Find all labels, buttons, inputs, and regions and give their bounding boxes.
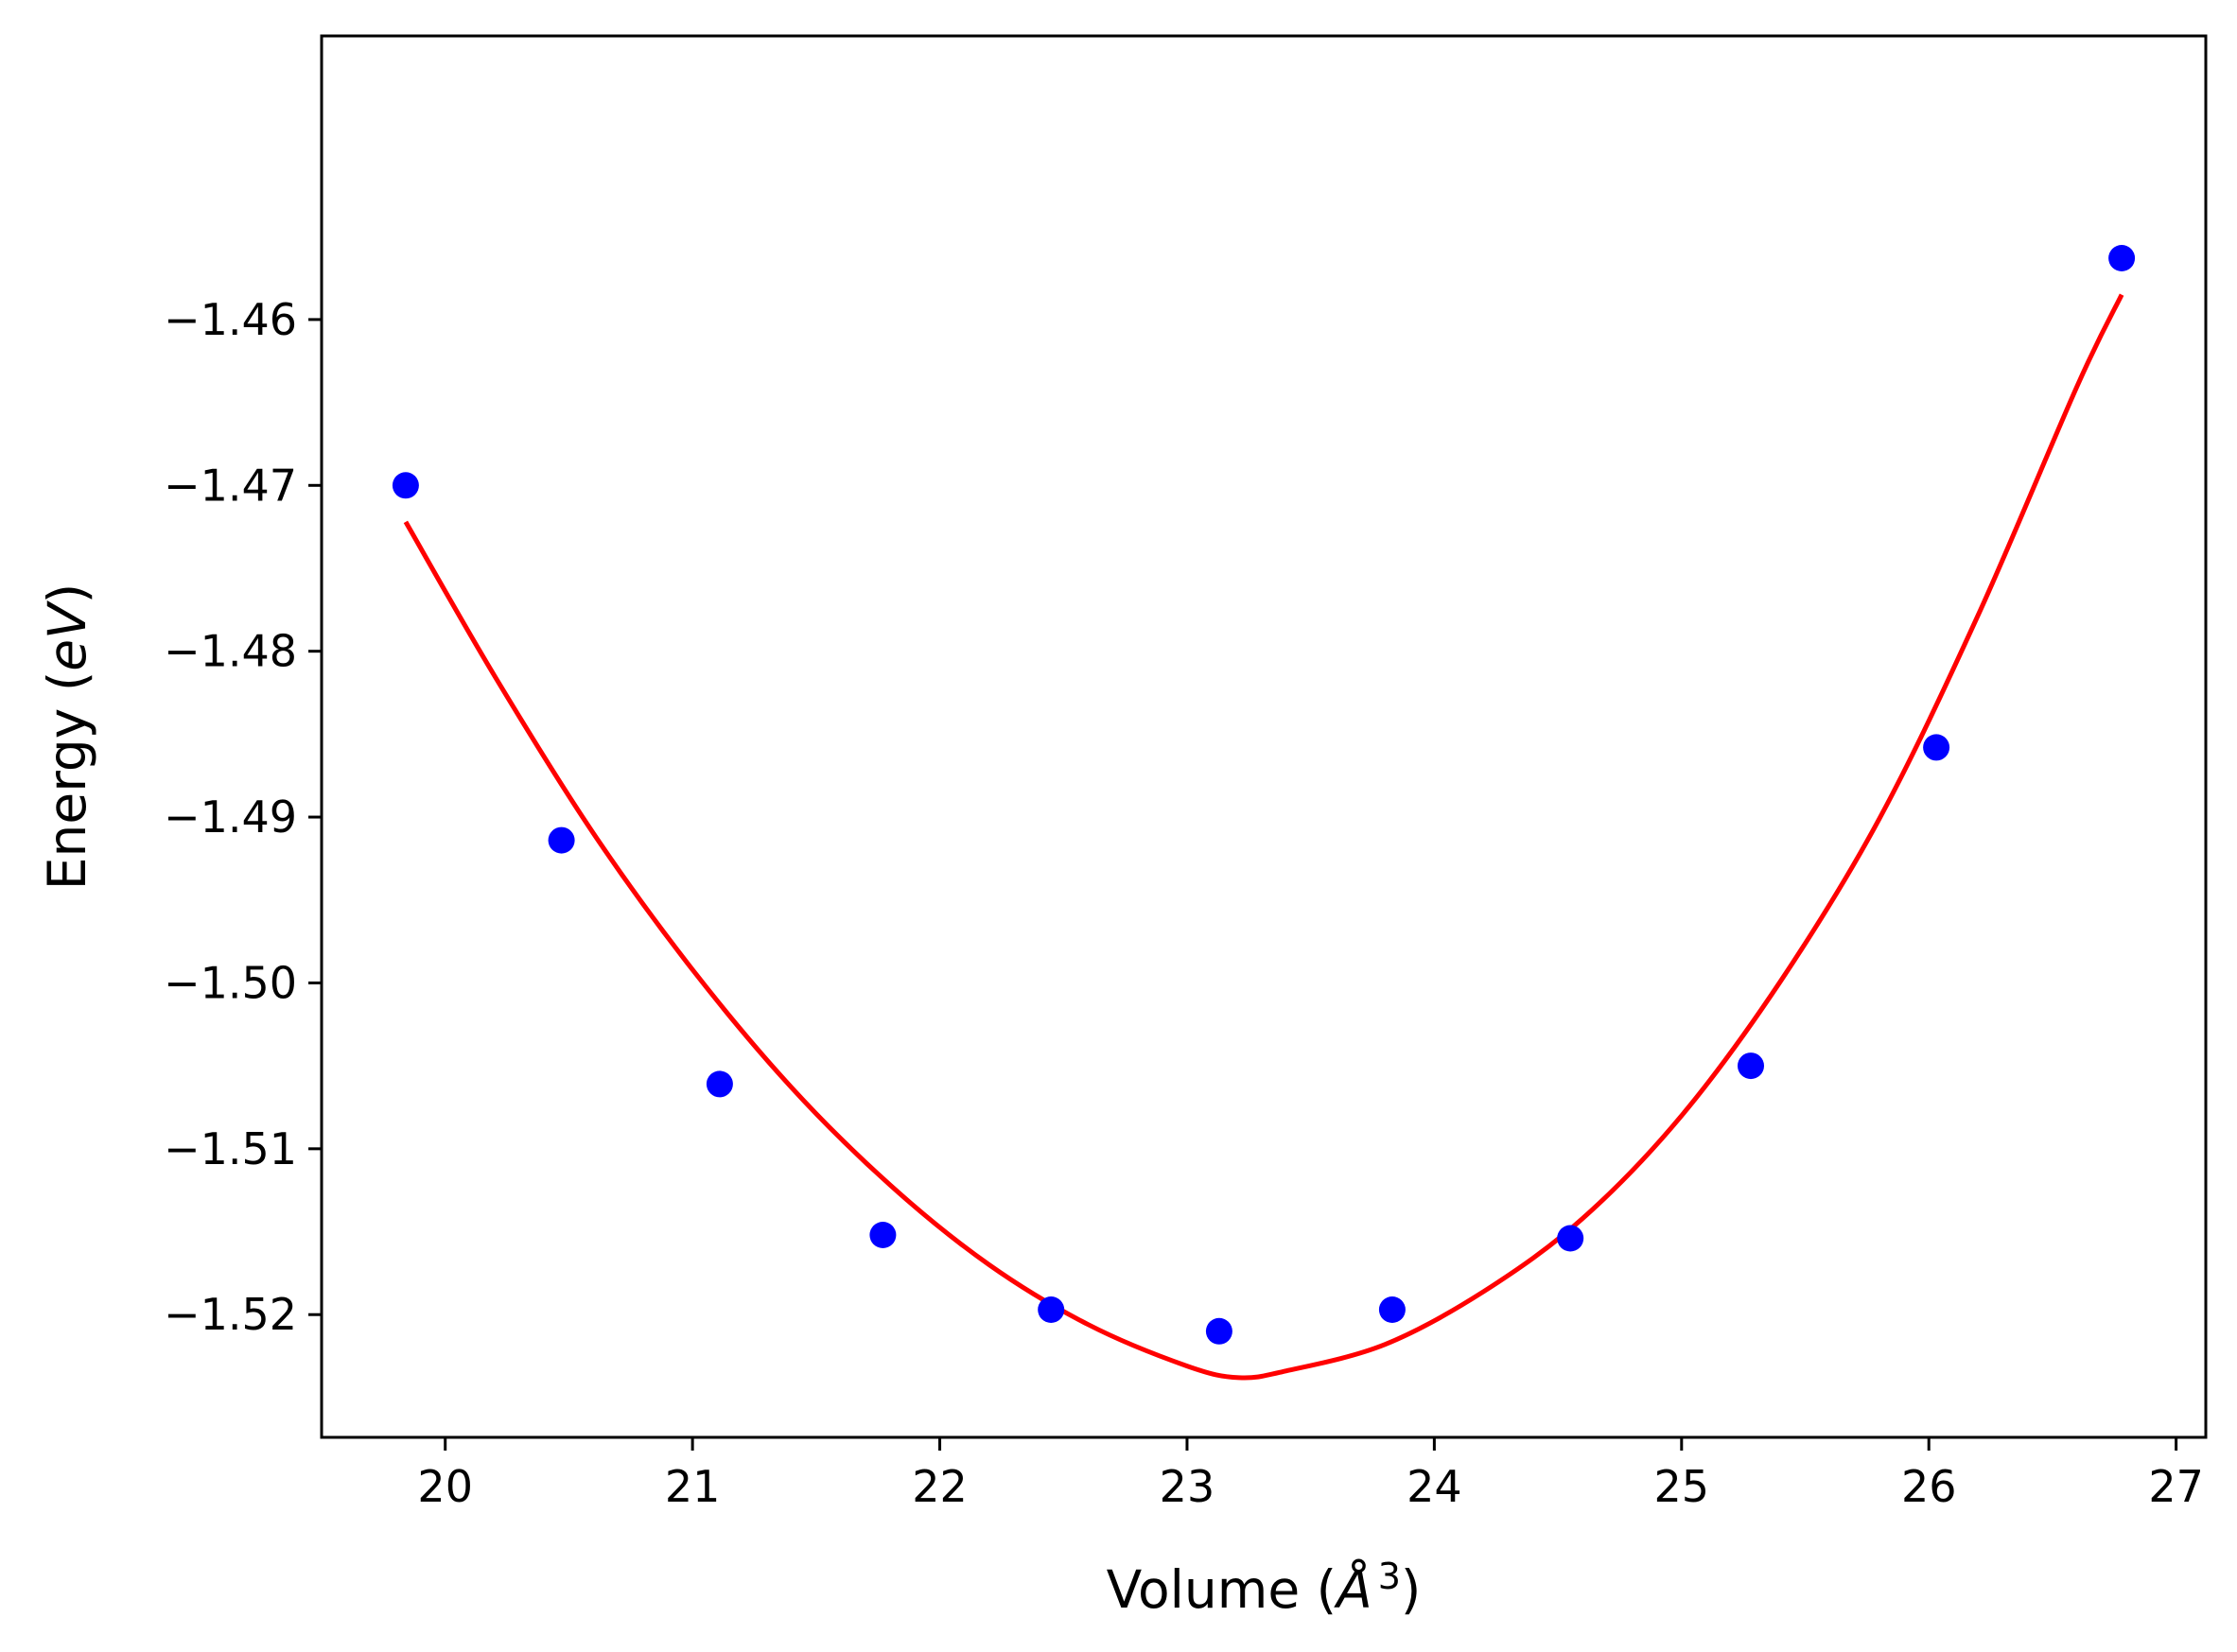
y-tick-label: −1.49 bbox=[164, 791, 297, 843]
plot-frame bbox=[320, 34, 2208, 1439]
data-point bbox=[706, 1070, 733, 1098]
data-point bbox=[1038, 1296, 1065, 1323]
x-tick-label: 25 bbox=[1654, 1461, 1710, 1512]
data-point bbox=[392, 472, 419, 499]
x-tick-label: 21 bbox=[665, 1461, 721, 1512]
data-point bbox=[869, 1222, 897, 1248]
x-tick-label: 26 bbox=[1901, 1461, 1957, 1512]
x-axis: 20 21 22 23 24 25 26 27 bbox=[417, 1437, 2204, 1512]
y-axis-title: Energy (eV) bbox=[37, 583, 97, 890]
x-axis-title: Volume (Å 3) bbox=[1107, 1556, 1422, 1620]
y-tick-label: −1.47 bbox=[164, 460, 297, 511]
data-point bbox=[1557, 1225, 1584, 1252]
y-tick-label: −1.50 bbox=[164, 957, 297, 1008]
x-tick-label: 22 bbox=[912, 1461, 968, 1512]
plot-area bbox=[392, 245, 2136, 1381]
y-tick-label: −1.51 bbox=[164, 1123, 297, 1174]
x-tick-label: 23 bbox=[1160, 1461, 1215, 1512]
fit-curve-line bbox=[403, 293, 2124, 1381]
data-point bbox=[1738, 1052, 1764, 1080]
x-tick-label: 20 bbox=[417, 1461, 473, 1512]
data-point bbox=[1923, 734, 1950, 761]
y-tick-label: −1.52 bbox=[164, 1289, 297, 1340]
y-tick-label: −1.48 bbox=[164, 626, 297, 677]
data-point bbox=[1378, 1296, 1406, 1323]
data-point bbox=[1205, 1317, 1232, 1345]
x-tick-label: 27 bbox=[2148, 1461, 2204, 1512]
data-point bbox=[2108, 245, 2136, 271]
y-tick-label: −1.46 bbox=[164, 294, 297, 345]
y-axis: −1.46 −1.47 −1.48 −1.49 −1.50 −1.51 −1.52 bbox=[164, 294, 322, 1340]
data-point bbox=[548, 826, 575, 854]
x-tick-label: 24 bbox=[1407, 1461, 1462, 1512]
